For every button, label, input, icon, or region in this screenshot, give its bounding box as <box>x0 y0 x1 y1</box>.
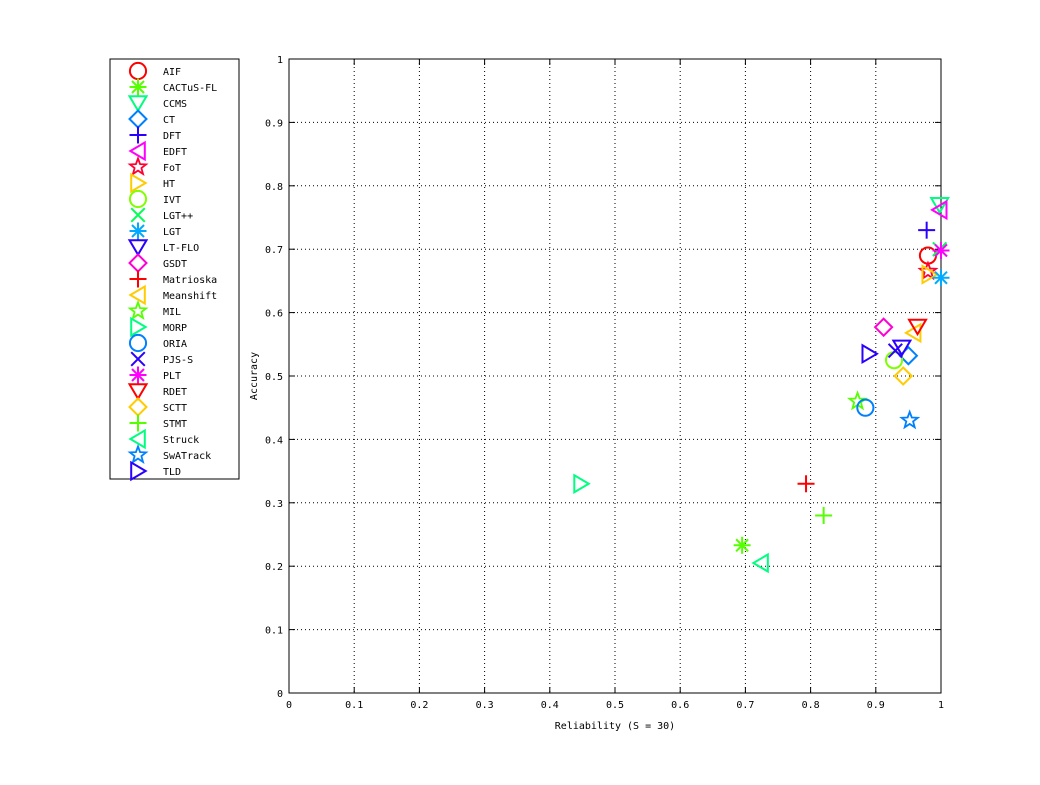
legend-label-gsdt: GSDT <box>163 259 187 270</box>
x-tick-label: 0.8 <box>802 700 820 711</box>
x-tick-label: 0.6 <box>671 700 689 711</box>
legend-label-tld: TLD <box>163 467 181 478</box>
legend-label-morp: MORP <box>163 323 187 334</box>
legend-marker-swatrack <box>127 443 149 464</box>
y-tick-label: 0.1 <box>265 626 283 637</box>
legend-label-sctt: SCTT <box>163 403 187 414</box>
legend-label-matrioska: Matrioska <box>163 275 217 286</box>
legend-label-meanshift: Meanshift <box>163 291 217 302</box>
marker-matrioska <box>797 475 815 493</box>
x-tick-label: 0.9 <box>867 700 885 711</box>
y-tick-label: 0.4 <box>265 435 283 446</box>
marker-oria <box>856 398 875 417</box>
legend-marker-edft <box>128 140 146 162</box>
legend-label-ccms: CCMS <box>163 99 187 110</box>
legend-marker-struck <box>128 428 146 450</box>
legend-marker-ivt <box>128 189 148 209</box>
marker-lgt <box>932 269 950 287</box>
y-tick-label: 0.2 <box>265 562 283 573</box>
legend-label-dft: DFT <box>163 131 181 142</box>
axis-ticks: 00 0.1 0.1 0.2 0.2 0.3 0.3 0.4 0.4 0.5 0.5 0.6 0.6 0.… <box>265 55 944 711</box>
data-markers <box>573 197 950 574</box>
legend-label-pjs-s: PJS-S <box>163 355 193 366</box>
legend-label-lgt-: LGT++ <box>163 211 193 222</box>
x-tick-label: 0.3 <box>476 700 494 711</box>
legend-marker-oria <box>128 333 148 353</box>
legend-label-edft: EDFT <box>163 147 187 158</box>
x-axis-label: Reliability (S = 30) <box>555 721 675 732</box>
legend-marker-lgt <box>129 222 147 240</box>
y-tick-label: 0.7 <box>265 245 283 256</box>
legend-marker-ht <box>130 172 148 194</box>
legend-label-ct: CT <box>163 115 175 126</box>
y-tick-label: 0.6 <box>265 309 283 320</box>
legend-label-fot: FoT <box>163 163 181 174</box>
y-tick-label: 0.8 <box>265 182 283 193</box>
legend-label-ivt: IVT <box>163 195 181 206</box>
legend-marker-ccms <box>127 95 149 113</box>
y-tick-label: 0.3 <box>265 499 283 510</box>
marker-tld <box>861 343 879 365</box>
marker-rdet <box>907 318 928 337</box>
legend-label-oria: ORIA <box>163 339 187 350</box>
x-tick-label: 0.4 <box>541 700 559 711</box>
legend-label-rdet: RDET <box>163 387 187 398</box>
legend-marker-mil <box>127 299 149 320</box>
legend-label-plt: PLT <box>163 371 181 382</box>
legend-marker-rdet <box>127 383 149 401</box>
marker-swatrack <box>899 409 921 430</box>
marker-morp <box>573 473 591 495</box>
marker-gsdt <box>873 317 894 338</box>
x-tick-label: 0.7 <box>736 700 754 711</box>
marker-plt <box>932 241 950 259</box>
legend-label-aif: AIF <box>163 67 181 78</box>
legend-entries: AIF CACTuS-FL CCMS CT DFT EDFT FoT HT IVT LGT++ LG… <box>127 61 217 482</box>
legend-marker-morp <box>130 316 148 338</box>
legend-label-struck: Struck <box>163 435 199 446</box>
y-tick-label: 1 <box>277 55 283 66</box>
x-tick-label: 0.1 <box>345 700 363 711</box>
legend-marker-lt-flo <box>127 239 149 257</box>
marker-ccms <box>929 197 950 215</box>
legend-marker-matrioska <box>129 270 147 288</box>
marker-edft <box>930 199 948 221</box>
legend-marker-pjs-s <box>130 351 146 367</box>
y-tick-label: 0.5 <box>265 372 283 383</box>
legend-marker-dft <box>129 126 147 144</box>
legend-label-stmt: STMT <box>163 419 187 430</box>
legend-marker-tld <box>130 460 148 482</box>
legend-label-lgt: LGT <box>163 227 181 238</box>
marker-struck <box>751 552 769 574</box>
legend-marker-stmt <box>129 414 147 432</box>
legend-marker-cactus-fl <box>129 78 147 96</box>
marker-ht <box>921 264 939 285</box>
marker-dft <box>918 221 936 239</box>
marker-cactus-fl <box>733 536 751 554</box>
y-tick-label: 0.9 <box>265 118 283 129</box>
legend-label-lt-flo: LT-FLO <box>163 243 199 254</box>
x-tick-label: 0.5 <box>606 700 624 711</box>
x-tick-label: 1 <box>938 700 944 711</box>
legend-label-mil: MIL <box>163 307 181 318</box>
legend-label-ht: HT <box>163 179 175 190</box>
x-tick-label: 0 <box>286 700 292 711</box>
legend-label-cactus-fl: CACTuS-FL <box>163 83 217 94</box>
y-axis-label: Accuracy <box>249 352 260 400</box>
marker-stmt <box>815 506 833 524</box>
grid <box>289 59 941 693</box>
legend-marker-lgt- <box>130 207 146 223</box>
marker-pjs-s <box>887 343 903 359</box>
y-tick-label: 0 <box>277 689 283 700</box>
marker-sctt <box>893 366 914 386</box>
legend-marker-meanshift <box>128 284 146 306</box>
x-tick-label: 0.2 <box>410 700 428 711</box>
legend-marker-fot <box>127 155 149 176</box>
legend-label-swatrack: SwATrack <box>163 451 211 462</box>
legend-marker-plt <box>129 366 147 384</box>
